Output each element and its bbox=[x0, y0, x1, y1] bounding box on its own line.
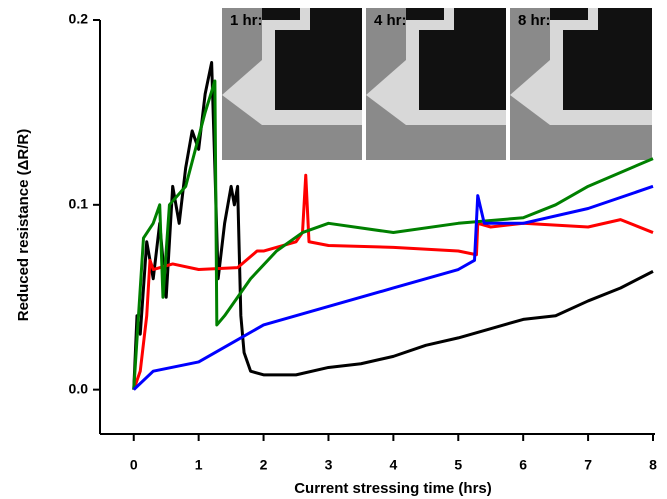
y-tick-label: 0.0 bbox=[69, 380, 89, 396]
x-tick-label: 4 bbox=[389, 457, 397, 473]
y-tick-label: 0.1 bbox=[69, 196, 89, 212]
x-tick-label: 0 bbox=[130, 457, 138, 473]
inset-label: 1 hr: bbox=[230, 12, 263, 29]
y-tick-label: 0.2 bbox=[69, 11, 89, 27]
x-tick-label: 2 bbox=[260, 457, 268, 473]
x-tick-label: 7 bbox=[584, 457, 592, 473]
x-tick-label: 8 bbox=[649, 457, 657, 473]
y-axis-title: Reduced resistance (ΔR/R) bbox=[15, 129, 32, 322]
x-axis-title: Current stressing time (hrs) bbox=[294, 480, 492, 497]
inset-image bbox=[510, 8, 652, 160]
inset-label: 4 hr: bbox=[374, 12, 407, 29]
data-line bbox=[132, 184, 654, 391]
inset-image bbox=[222, 8, 362, 160]
inset-image bbox=[366, 8, 506, 160]
inset-images bbox=[222, 8, 652, 160]
x-tick-label: 6 bbox=[519, 457, 527, 473]
x-tick-label: 5 bbox=[454, 457, 462, 473]
x-tick-label: 3 bbox=[325, 457, 333, 473]
data-line bbox=[132, 173, 654, 391]
inset-label: 8 hr: bbox=[518, 12, 551, 29]
x-tick-label: 1 bbox=[195, 457, 203, 473]
data-line bbox=[132, 79, 654, 390]
